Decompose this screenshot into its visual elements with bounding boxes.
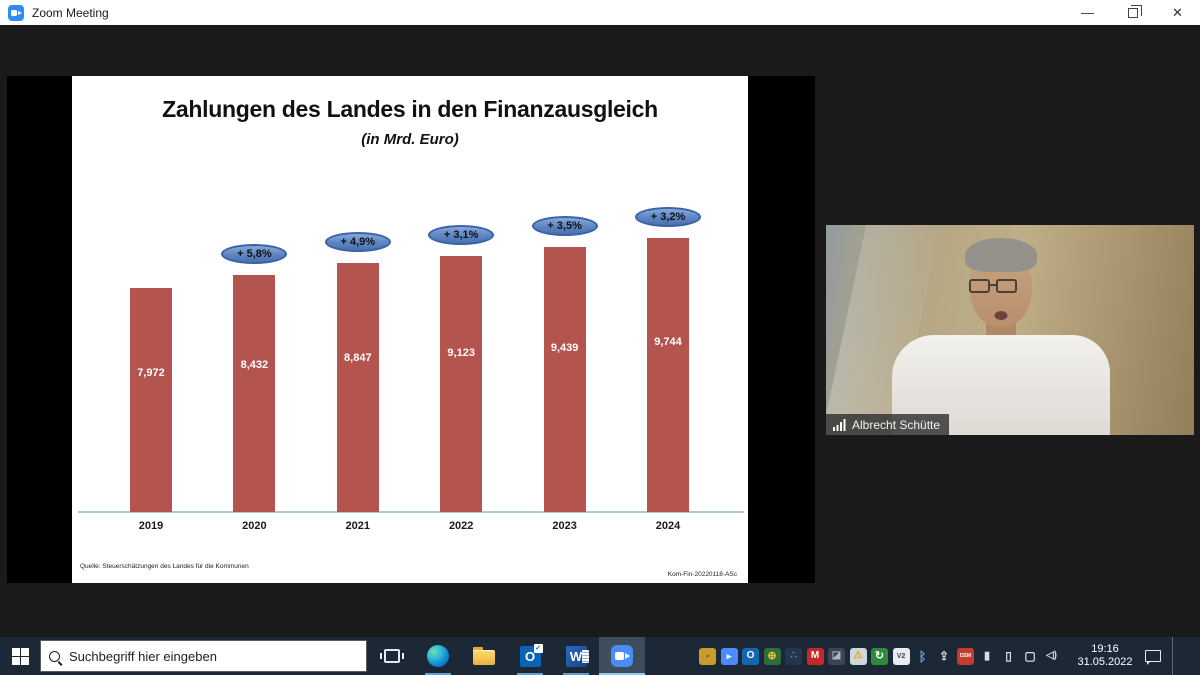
zoom-button[interactable] [599,637,645,675]
glasses-bridge [989,284,997,286]
x-axis-label: 2022 [448,520,474,532]
close-button[interactable]: ✕ [1155,0,1200,25]
bar-value-label: 8,847 [344,352,372,364]
lock-icon[interactable]: ▪ [699,647,716,665]
usb-icon[interactable]: ⇪ [938,649,950,663]
chart-bar [647,238,689,512]
growth-bubble: + 3,5% [531,216,598,236]
search-icon [49,650,60,662]
restore-icon [1127,4,1142,18]
defender-shield-icon[interactable]: ⚠ [849,647,867,665]
chart-bar [336,263,379,512]
slide-source: Quelle: Steuerschätzungen des Landes für… [80,563,249,570]
volume-icon[interactable]: ◁) [1045,650,1058,661]
word-button[interactable]: W [553,637,599,675]
mcafee-shield-icon[interactable]: M [806,647,824,665]
participant-name: Albrecht Schütte [852,417,941,432]
outlook-icon: O [519,643,543,667]
chart-subtitle: (in Mrd. Euro) [361,131,459,148]
edge-icon [427,645,449,667]
task-view-button[interactable] [369,637,415,675]
running-indicator [563,672,589,675]
show-desktop-button[interactable] [1172,637,1177,675]
x-axis-label: 2019 [138,520,164,532]
bar-value-label: 8,432 [240,359,269,371]
word-icon: W [565,645,589,667]
shared-screen-area: Zahlungen des Landes in den Finanzausgle… [7,76,815,583]
x-axis-label: 2024 [655,520,681,532]
running-indicator [599,672,645,675]
glasses-icon [969,279,990,293]
bluetooth-icon[interactable]: ᛒ [918,648,927,664]
bar-value-label: 9,123 [447,347,475,359]
chart-bar [543,247,586,512]
x-axis-label: 2020 [242,520,267,532]
bar-value-label: 9,439 [550,342,579,354]
system-tray: ▪ ▸ O ⊕ ∴ M ◪ ⚠ ↻ V2 ᛒ ⇪ DSM ▮ ▯ ▢ ◁) [699,647,1060,665]
chart-plot: 7,972 2019 8,432 + 5,8% 2020 8,847 + 4,9% 2021 9… [72,76,748,583]
microphone-icon[interactable]: ▮ [983,649,991,662]
running-indicator [517,672,543,675]
running-indicator [425,672,451,675]
windows-logo-icon [11,647,29,665]
window-titlebar: Zoom Meeting — ✕ [0,0,1200,25]
bar-value-label: 9,744 [654,336,682,348]
growth-bubble: + 3,2% [635,207,701,227]
dsm-icon[interactable]: DSM [957,647,974,665]
presentation-slide: Zahlungen des Landes in den Finanzausgle… [72,76,748,583]
v2-icon[interactable]: V2 [892,647,910,665]
person-hair [965,238,1037,272]
growth-bubble: + 5,8% [221,244,288,264]
glasses-icon [996,279,1017,293]
globe-lock-icon[interactable]: ⊕ [763,647,781,665]
minimize-icon: — [1081,5,1094,20]
remote-app-icon[interactable]: ◪ [828,647,845,665]
participant-name-tag: Albrecht Schütte [826,414,950,435]
meeting-main-area: Zahlungen des Landes in den Finanzausgle… [0,25,1200,637]
battery-icon[interactable]: ▯ [1005,649,1012,663]
audio-level-icon [833,418,846,431]
x-axis-label: 2023 [552,520,577,532]
windows-taskbar: OW ▪▸O⊕∴M◪⚠↻V2ᛒ⇪DSM▮▯▢◁) 19:16 31.05.202… [0,637,1200,675]
taskbar-search-box[interactable] [40,640,367,672]
notification-icon [1145,650,1161,665]
participant-video-tile[interactable]: Albrecht Schütte [826,225,1194,435]
zoom-window-icon [8,4,24,21]
minimize-button[interactable]: — [1065,0,1110,25]
chart-title: Zahlungen des Landes in den Finanzausgle… [162,96,658,122]
zoom-app-icon [611,645,633,667]
start-button[interactable] [0,637,40,675]
taskbar-clock[interactable]: 19:16 31.05.2022 [1074,643,1136,669]
clock-time: 19:16 [1091,643,1119,655]
taskbar-apps: OW [369,637,645,675]
molecule-icon[interactable]: ∴ [785,647,802,665]
clock-date: 31.05.2022 [1077,656,1133,668]
bar-value-label: 7,972 [137,367,165,379]
task-view-icon [380,649,404,663]
chart-bar [440,256,483,512]
close-icon: ✕ [1172,4,1183,20]
x-axis-line [78,511,744,513]
file-explorer-icon [473,647,495,665]
outlook-button[interactable]: O [507,637,553,675]
chart-bar [130,288,172,512]
update-status-icon[interactable]: ↻ [871,647,888,665]
slide-doc-id: Kom-Fin-20220118-ASc [667,571,737,578]
growth-bubble: + 3,1% [428,225,495,245]
x-axis-label: 2021 [345,520,371,532]
window-title: Zoom Meeting [32,5,109,20]
chart-bar [233,275,276,512]
restore-button[interactable] [1110,0,1155,25]
edge-button[interactable] [415,637,461,675]
display-icon[interactable]: ▢ [1024,649,1036,663]
search-input[interactable] [69,648,358,664]
outlook-tray-icon[interactable]: O [742,647,759,665]
file-explorer-button[interactable] [461,637,507,675]
zoom-tray-icon[interactable]: ▸ [720,647,738,665]
action-center-button[interactable] [1136,637,1170,675]
growth-bubble: + 4,9% [324,232,391,252]
person-mouth [994,311,1008,320]
